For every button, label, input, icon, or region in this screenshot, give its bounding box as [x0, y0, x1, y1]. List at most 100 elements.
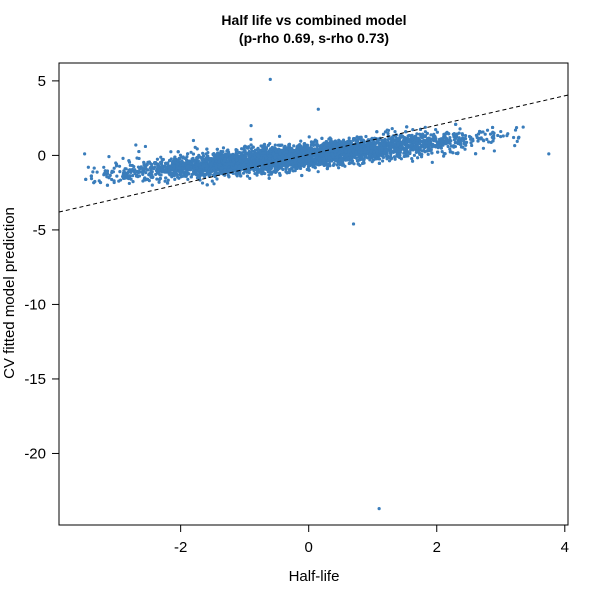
data-point: [324, 154, 328, 158]
data-point: [169, 171, 174, 175]
data-point: [241, 163, 246, 167]
data-point: [177, 166, 182, 170]
data-point: [402, 154, 406, 159]
data-point: [389, 149, 393, 153]
data-point: [469, 137, 473, 141]
data-point: [138, 167, 142, 171]
data-point: [142, 163, 146, 167]
data-point: [204, 152, 208, 156]
data-point: [355, 135, 359, 139]
data-point: [443, 152, 447, 156]
data-point: [153, 161, 157, 165]
data-point: [342, 153, 346, 157]
data-point: [166, 178, 170, 182]
data-point: [216, 172, 220, 176]
data-point: [148, 166, 152, 170]
data-point: [309, 149, 313, 153]
data-point: [305, 146, 309, 150]
data-point: [434, 128, 438, 132]
data-point: [336, 142, 340, 146]
data-point: [271, 151, 275, 156]
data-point: [410, 156, 414, 161]
data-point: [364, 134, 368, 139]
data-point: [373, 154, 377, 158]
data-point: [160, 167, 164, 171]
data-point: [362, 142, 366, 146]
data-point: [189, 167, 193, 171]
data-point: [215, 147, 219, 151]
data-point: [408, 148, 413, 152]
data-point: [196, 159, 200, 163]
data-point: [145, 177, 150, 181]
data-point: [230, 162, 234, 166]
data-point: [84, 177, 88, 181]
data-point: [478, 129, 482, 134]
data-point: [115, 174, 119, 178]
data-point: [398, 134, 402, 138]
data-point: [249, 137, 253, 141]
chart-title-line1: Half life vs combined model: [221, 12, 406, 28]
data-point: [248, 154, 252, 158]
data-point: [248, 150, 252, 154]
data-point: [223, 162, 227, 166]
data-point: [368, 158, 372, 162]
data-point: [244, 160, 249, 164]
data-point: [246, 163, 250, 167]
data-point: [216, 151, 220, 155]
data-point: [418, 132, 422, 136]
data-point: [110, 177, 114, 182]
data-point: [427, 141, 431, 145]
data-point: [162, 165, 167, 169]
data-point: [342, 140, 346, 144]
data-point: [454, 122, 458, 126]
data-point: [295, 153, 299, 157]
data-point: [359, 136, 363, 140]
data-point: [300, 146, 304, 150]
data-point: [470, 143, 474, 148]
data-point: [135, 169, 139, 174]
data-point: [364, 147, 368, 151]
data-point: [132, 165, 136, 169]
data-point: [440, 142, 444, 146]
data-point: [324, 139, 328, 144]
data-point: [299, 139, 303, 143]
data-point: [479, 137, 483, 141]
data-point: [129, 177, 133, 181]
data-point: [157, 180, 161, 184]
data-point: [483, 132, 487, 136]
data-point: [98, 180, 103, 185]
data-point: [392, 155, 397, 159]
data-point: [426, 152, 430, 156]
data-point: [256, 146, 260, 150]
data-point: [433, 144, 437, 148]
data-point: [205, 147, 209, 151]
data-point: [444, 131, 448, 135]
data-point: [207, 172, 211, 176]
data-point: [314, 150, 318, 154]
data-point: [405, 139, 410, 143]
data-point: [280, 149, 284, 153]
data-point: [105, 183, 110, 187]
data-point: [167, 168, 171, 173]
data-point: [447, 138, 451, 142]
data-point: [335, 163, 339, 167]
data-point: [285, 146, 290, 150]
data-point: [490, 125, 495, 130]
data-point: [300, 173, 304, 178]
data-point: [235, 157, 239, 161]
data-point: [267, 173, 271, 177]
data-point: [267, 160, 271, 164]
data-point: [343, 164, 347, 168]
data-point: [461, 136, 466, 141]
data-point: [436, 140, 440, 144]
data-point: [315, 139, 319, 143]
data-point: [303, 142, 307, 147]
data-point: [160, 165, 164, 169]
data-point: [481, 138, 485, 142]
data-point: [389, 145, 393, 149]
data-point: [327, 141, 331, 145]
data-point: [488, 132, 493, 136]
data-point: [195, 147, 199, 151]
data-point: [356, 162, 360, 166]
data-point: [339, 140, 343, 144]
